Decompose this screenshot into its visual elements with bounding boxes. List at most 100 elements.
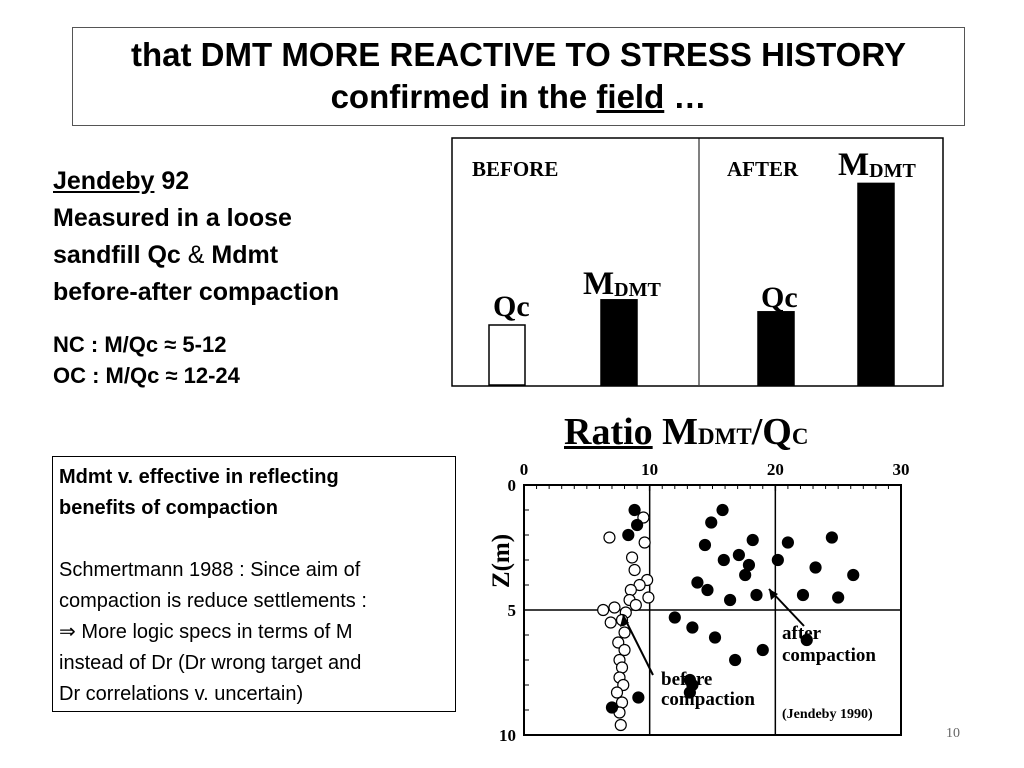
before-compaction-point: [615, 696, 629, 709]
after-compaction-point: [756, 643, 769, 657]
after-compaction-point: [686, 621, 699, 634]
after-compaction-point: [683, 686, 696, 699]
before-compaction-point: [610, 686, 624, 699]
after-compaction-point: [809, 561, 822, 574]
bar-chart-frame: [451, 137, 944, 387]
before-compaction-point: [638, 536, 651, 549]
before-compaction-point: [614, 718, 627, 732]
after-compaction-point: [716, 503, 729, 517]
before-label: BEFORE: [472, 157, 558, 181]
ratio-q-sub: C: [791, 424, 809, 449]
ratio-word: Ratio: [564, 411, 653, 453]
author-year: 92: [154, 167, 190, 195]
after-arrow-head: [769, 589, 778, 600]
mdmt-after-label: MDMT: [838, 147, 916, 183]
after-compaction-point: [732, 548, 745, 562]
after-compaction-point: [668, 611, 681, 624]
after-compaction-point: [847, 568, 860, 582]
title-line2-pre: confirmed in the: [330, 78, 597, 115]
after-compaction-point: [701, 583, 714, 597]
after-compaction-point: [698, 538, 712, 552]
before-compaction-point: [642, 591, 655, 604]
gridlines: [524, 485, 901, 735]
description-line-3: sandfill Qc & Mdmt: [53, 237, 339, 274]
slide-title-line2: confirmed in the field …: [73, 78, 964, 116]
after-compaction-point: [628, 503, 641, 517]
before-annotation-1: before: [661, 669, 712, 690]
before-compaction-point: [618, 643, 631, 657]
tick-labels: 0 10 20 30 0 5 10: [499, 460, 910, 745]
bar-before-mdmt: [600, 299, 638, 386]
before-compaction-point: [625, 551, 639, 564]
after-compaction-point: [739, 568, 752, 582]
after-compaction-point: [750, 588, 763, 602]
title-line2-post: …: [664, 78, 707, 115]
page-number: 10: [946, 726, 960, 741]
before-compaction-point: [604, 616, 617, 629]
after-compaction-point: [691, 576, 704, 589]
before-after-bar-chart: BEFORE AFTER Qc MDMT Qc MDMT: [451, 137, 944, 387]
nc-ratio: NC : M/Qc ≈ 5-12: [53, 332, 227, 357]
author-name: Jendeby: [53, 167, 155, 195]
after-compaction-point: [631, 518, 644, 532]
after-compaction-point: [708, 631, 722, 644]
study-reference: Jendeby 92: [53, 163, 339, 200]
after-annotation-1: after: [782, 623, 822, 644]
after-compaction-point: [746, 533, 759, 547]
before-arrow-line: [622, 614, 654, 676]
before-compaction-point: [597, 603, 610, 617]
scatter-points: [597, 503, 860, 732]
after-compaction-point: [705, 516, 718, 529]
y-tick-label: 5: [508, 601, 517, 620]
y-axis-label: Z(m): [488, 534, 515, 588]
description-line-4: before-after compaction: [53, 278, 340, 306]
ampersand: &: [187, 241, 205, 269]
before-compaction-point: [603, 531, 616, 544]
ratio-ranges: NC : M/Qc ≈ 5-12 OC : M/Qc ≈ 12-24: [53, 329, 240, 391]
qc-before-label: Qc: [493, 290, 530, 323]
study-description: Jendeby 92 Measured in a loose sandfill …: [53, 163, 339, 311]
after-compaction-point: [723, 593, 737, 607]
after-compaction-point: [717, 553, 730, 567]
before-compaction-point: [615, 661, 629, 674]
after-compaction-point: [729, 653, 742, 667]
note-line-5: Dr correlations v. uncertain): [59, 683, 304, 705]
after-compaction-point: [832, 591, 845, 604]
before-compaction-point: [629, 598, 642, 612]
before-compaction-point: [618, 626, 631, 639]
y-tick-label: 10: [499, 726, 516, 745]
description-line-3-pre: sandfill Qc: [53, 241, 188, 269]
slide-title-line1: that DMT MORE REACTIVE TO STRESS HISTORY: [131, 36, 906, 73]
bars-group: [488, 182, 895, 386]
note-line-3: ⇒ More logic specs in terms of M: [59, 621, 353, 643]
title-box: that DMT MORE REACTIVE TO STRESS HISTORY…: [72, 27, 965, 126]
ratio-heading: Ratio MDMT/QC: [564, 410, 808, 454]
depth-scatter-plot: 0 10 20 30 0 5 10 Z(m) before compaction after…: [488, 460, 910, 745]
x-tick-label: 20: [767, 460, 784, 479]
after-compaction-point: [825, 531, 838, 544]
after-compaction-point: [771, 553, 784, 567]
title-field-word: field: [596, 78, 665, 115]
ratio-m: M: [662, 411, 699, 453]
y-tick-label: 0: [508, 476, 517, 495]
scatter-annotations: before compaction after compaction (Jend…: [620, 588, 876, 722]
qc-after-label: Qc: [761, 281, 798, 314]
after-label: AFTER: [727, 157, 799, 181]
description-line-3-post: Mdmt: [204, 241, 279, 269]
after-compaction-point: [632, 691, 645, 704]
after-compaction-point: [781, 536, 794, 549]
note-box: Mdmt v. effective in reflecting benefits…: [52, 456, 456, 712]
note-spacer: [59, 524, 449, 555]
before-annotation-2: compaction: [661, 689, 755, 710]
before-arrow-head: [620, 615, 629, 627]
ratio-m-sub: DMT: [698, 424, 752, 449]
after-compaction-point: [742, 558, 756, 572]
before-compaction-point: [628, 563, 641, 577]
note-heading-2: benefits of compaction: [59, 497, 278, 519]
note-line-4: instead of Dr (Dr wrong target and: [59, 652, 362, 674]
before-compaction-point: [608, 601, 621, 614]
before-compaction-point: [624, 583, 637, 597]
x-tick-label: 0: [520, 460, 529, 479]
after-compaction-point: [800, 633, 813, 647]
note-line-2: compaction is reduce settlements :: [59, 590, 367, 612]
